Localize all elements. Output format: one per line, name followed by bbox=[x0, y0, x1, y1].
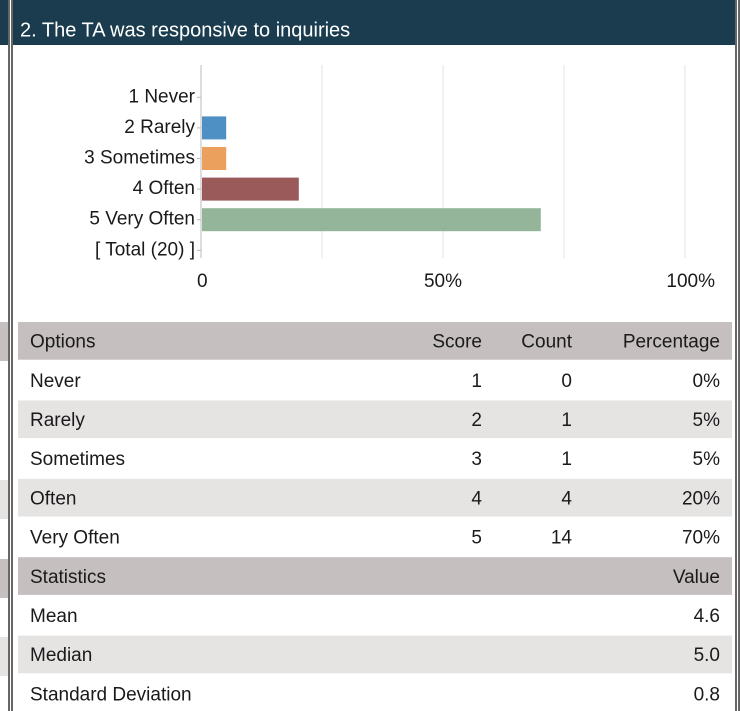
y-tick-label: [ Total (20) ] bbox=[95, 239, 195, 260]
table-cell: 0.8 bbox=[694, 684, 720, 705]
table-row bbox=[18, 635, 732, 674]
table-row bbox=[18, 674, 732, 711]
y-tick-label: 3 Sometimes bbox=[84, 148, 195, 169]
table-cell: 3 bbox=[471, 449, 482, 470]
x-tick-label: 100% bbox=[666, 271, 715, 292]
header-title: 2. The TA was responsive to inquiries bbox=[20, 19, 350, 41]
bar bbox=[202, 208, 541, 232]
table-cell: 1 bbox=[561, 410, 572, 431]
neighbor-row bbox=[0, 559, 8, 598]
table-cell: 2 bbox=[471, 410, 482, 431]
y-tick-label: 1 Never bbox=[128, 86, 195, 107]
table-cell: 20% bbox=[682, 488, 720, 509]
table-cell: 4 bbox=[561, 488, 572, 509]
table-cell: Count bbox=[521, 332, 572, 353]
y-tick-label: 5 Very Often bbox=[89, 209, 195, 230]
table-cell: 0% bbox=[693, 371, 721, 392]
bar bbox=[202, 116, 227, 140]
table-cell: Mean bbox=[30, 606, 78, 627]
table-cell: 70% bbox=[682, 528, 720, 549]
table-cell: 14 bbox=[551, 528, 573, 549]
x-tick-label: 50% bbox=[424, 271, 462, 292]
table-cell: 5.0 bbox=[694, 645, 720, 666]
table-row bbox=[18, 361, 732, 399]
table-row bbox=[18, 596, 732, 635]
neighbor-row bbox=[0, 637, 8, 676]
table-cell: Median bbox=[30, 645, 92, 666]
x-tick-label: 0 bbox=[197, 271, 208, 292]
chart: 0 50% 100% 1 Never 2 Rarely 3 Sometimes 4 Ofte… bbox=[84, 65, 715, 292]
table-cell: 4 bbox=[471, 488, 482, 509]
table-cell: Sometimes bbox=[30, 449, 125, 470]
neighbor-row bbox=[0, 480, 8, 519]
table-cell: Statistics bbox=[30, 567, 106, 588]
bar bbox=[202, 177, 299, 201]
table-cell: 5 bbox=[471, 528, 482, 549]
table-cell: Often bbox=[30, 488, 76, 509]
table-cell: Never bbox=[30, 371, 81, 392]
bar bbox=[202, 147, 227, 170]
table-row bbox=[18, 478, 732, 517]
table-cell: Percentage bbox=[623, 332, 720, 353]
y-tick-label: 4 Often bbox=[133, 178, 195, 199]
table-cell: 0 bbox=[561, 371, 572, 392]
neighbor-row bbox=[0, 322, 8, 361]
table-cell: Value bbox=[673, 567, 720, 588]
table-cell: Options bbox=[30, 332, 95, 353]
table: Options Score Count Percentage Never 1 0 0% Rare… bbox=[18, 322, 732, 711]
table-cell: 5% bbox=[693, 449, 721, 470]
table-row bbox=[18, 400, 732, 439]
table-cell: 4.6 bbox=[694, 606, 720, 627]
header-bar bbox=[13, 0, 735, 45]
table-cell: Rarely bbox=[30, 410, 85, 431]
table-cell: Very Often bbox=[30, 528, 120, 549]
neighbor-header bbox=[0, 0, 8, 45]
table-cell: 1 bbox=[561, 449, 572, 470]
table-cell: Score bbox=[432, 332, 482, 353]
table-cell: Standard Deviation bbox=[30, 684, 192, 705]
table-header bbox=[18, 557, 732, 595]
table-header bbox=[18, 322, 732, 360]
table-row bbox=[18, 518, 732, 556]
table-cell: 5% bbox=[693, 410, 721, 431]
table-cell: 1 bbox=[471, 371, 482, 392]
y-tick-label: 2 Rarely bbox=[124, 117, 195, 138]
table-row bbox=[18, 439, 732, 478]
